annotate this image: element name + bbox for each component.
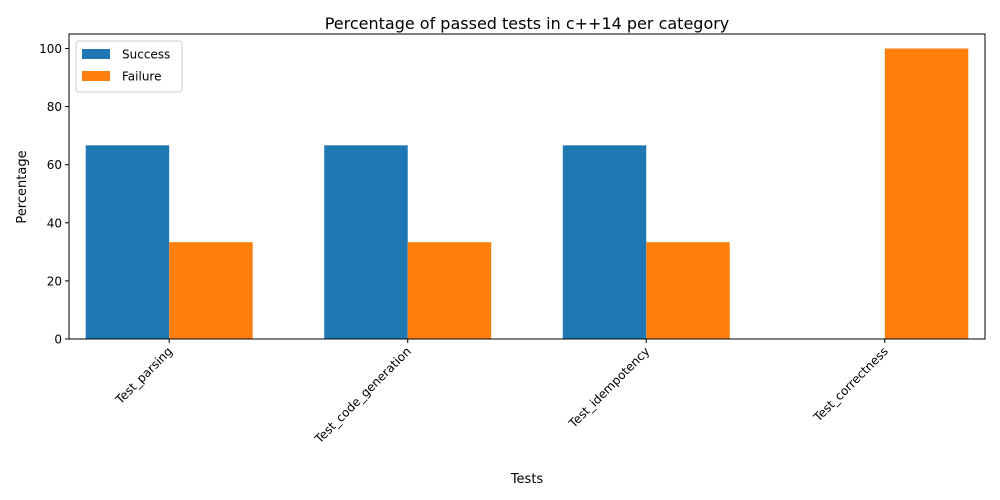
y-tick-label: 100 — [39, 42, 62, 56]
y-tick-label: 20 — [47, 274, 62, 288]
x-tick-label: Test_idempotency — [565, 344, 652, 431]
plot-area — [85, 48, 969, 340]
bar-failure-2 — [646, 242, 730, 339]
x-axis: Test_parsing Test_code_generation Test_ide… — [112, 339, 891, 447]
x-tick-label: Test_parsing — [112, 344, 175, 407]
bar-failure-0 — [169, 242, 253, 339]
legend-swatch-success — [82, 49, 110, 59]
legend: Success Failure — [75, 40, 183, 93]
legend-label-success: Success — [122, 48, 170, 62]
y-tick-label: 60 — [47, 158, 62, 172]
legend-swatch-failure — [82, 71, 110, 81]
legend-label-failure: Failure — [122, 70, 161, 84]
bar-failure-3 — [884, 48, 969, 340]
y-axis: 0 20 40 60 80 100 — [39, 42, 69, 347]
bar-success-2 — [562, 145, 647, 339]
bar-failure-1 — [407, 242, 492, 339]
y-tick-label: 80 — [47, 100, 62, 114]
plot-frame — [68, 33, 986, 340]
y-tick-label: 40 — [47, 216, 62, 230]
x-tick-label: Test_correctness — [810, 344, 891, 425]
chart-title: Percentage of passed tests in c++14 per … — [325, 14, 730, 33]
x-axis-label: Tests — [510, 472, 544, 487]
x-tick-label: Test_code_generation — [311, 344, 413, 446]
bar-success-0 — [85, 145, 170, 339]
y-tick-label: 0 — [54, 333, 62, 347]
bar-success-1 — [324, 145, 408, 339]
y-axis-label: Percentage — [15, 150, 30, 223]
